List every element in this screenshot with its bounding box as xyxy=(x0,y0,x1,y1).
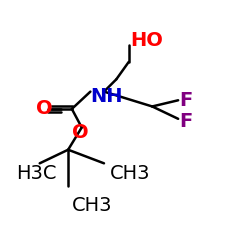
Text: O: O xyxy=(72,123,89,142)
Text: HO: HO xyxy=(130,32,163,50)
Text: H3C: H3C xyxy=(16,164,57,183)
Text: F: F xyxy=(180,91,193,110)
Text: O: O xyxy=(36,100,53,118)
Text: CH3: CH3 xyxy=(110,164,151,183)
Text: CH3: CH3 xyxy=(72,196,112,215)
Text: NH: NH xyxy=(90,87,123,106)
Text: F: F xyxy=(180,112,193,131)
